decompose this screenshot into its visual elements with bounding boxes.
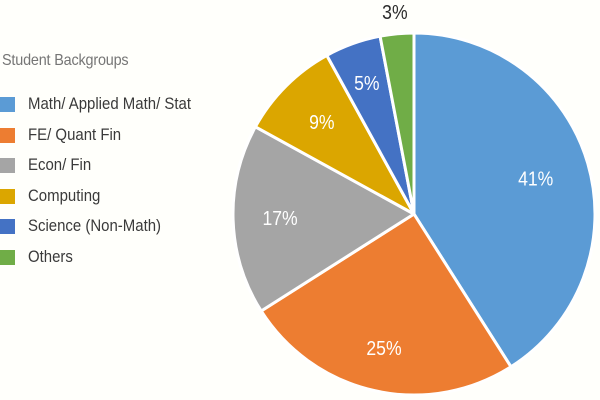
legend-label: Others [28, 247, 73, 266]
slice-percent-label: 3% [382, 1, 408, 23]
legend-swatch [0, 158, 15, 173]
legend-label: Computing [28, 186, 101, 205]
legend-swatch [0, 250, 15, 265]
pie-slices [231, 31, 597, 397]
slice-percent-label: 5% [354, 72, 380, 94]
legend-title: Student Backgroups [2, 52, 129, 69]
pie-labels: 41% 25% 17% 9% 5% 3% [262, 1, 553, 359]
legend-label: Math/ Applied Math/ Stat [28, 94, 191, 113]
slice-percent-label: 17% [262, 207, 297, 229]
legend-swatch [0, 219, 15, 234]
pie-slice-fe-quant-fin [259, 212, 513, 397]
legend-label: FE/ Quant Fin [28, 125, 122, 144]
pie-slice-others [378, 31, 416, 216]
legend-swatch [0, 97, 15, 112]
legend-swatch [0, 189, 15, 204]
pie-slice-computing [253, 53, 416, 216]
slice-percent-label: 41% [518, 168, 553, 190]
slice-percent-label: 9% [309, 111, 335, 133]
pie-slice-econ-fin [231, 125, 416, 313]
legend-label: Science (Non-Math) [28, 216, 162, 235]
legend-swatch [0, 128, 15, 143]
slice-percent-label: 25% [366, 337, 401, 359]
legend-label: Econ/ Fin [28, 155, 92, 174]
legend: Student Backgroups Math/ Applied Math/ S… [0, 0, 230, 400]
